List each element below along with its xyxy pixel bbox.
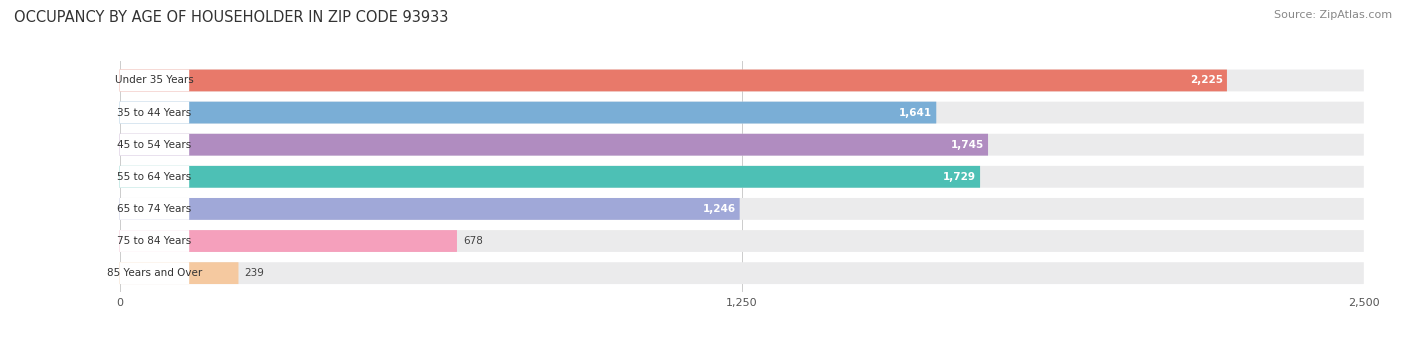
Text: 678: 678 (463, 236, 482, 246)
Text: Source: ZipAtlas.com: Source: ZipAtlas.com (1274, 10, 1392, 20)
Text: 55 to 64 Years: 55 to 64 Years (117, 172, 191, 182)
FancyBboxPatch shape (120, 230, 190, 252)
Text: 85 Years and Over: 85 Years and Over (107, 268, 202, 278)
FancyBboxPatch shape (120, 102, 936, 123)
FancyBboxPatch shape (120, 134, 988, 156)
Text: OCCUPANCY BY AGE OF HOUSEHOLDER IN ZIP CODE 93933: OCCUPANCY BY AGE OF HOUSEHOLDER IN ZIP C… (14, 10, 449, 25)
Text: 1,745: 1,745 (950, 140, 984, 150)
FancyBboxPatch shape (120, 70, 1364, 91)
FancyBboxPatch shape (120, 166, 980, 188)
FancyBboxPatch shape (120, 262, 190, 284)
Text: 75 to 84 Years: 75 to 84 Years (117, 236, 191, 246)
FancyBboxPatch shape (120, 230, 457, 252)
FancyBboxPatch shape (120, 198, 740, 220)
Text: 45 to 54 Years: 45 to 54 Years (117, 140, 191, 150)
FancyBboxPatch shape (120, 262, 239, 284)
FancyBboxPatch shape (120, 166, 1364, 188)
FancyBboxPatch shape (120, 230, 1364, 252)
FancyBboxPatch shape (120, 70, 190, 91)
FancyBboxPatch shape (120, 262, 1364, 284)
Text: Under 35 Years: Under 35 Years (115, 75, 194, 85)
FancyBboxPatch shape (120, 134, 1364, 156)
Text: 239: 239 (245, 268, 264, 278)
Text: 65 to 74 Years: 65 to 74 Years (117, 204, 191, 214)
FancyBboxPatch shape (120, 198, 1364, 220)
Text: 1,246: 1,246 (703, 204, 735, 214)
Text: 35 to 44 Years: 35 to 44 Years (117, 107, 191, 118)
FancyBboxPatch shape (120, 198, 190, 220)
FancyBboxPatch shape (120, 134, 190, 156)
Text: 2,225: 2,225 (1189, 75, 1223, 85)
FancyBboxPatch shape (120, 102, 190, 123)
FancyBboxPatch shape (120, 102, 1364, 123)
Text: 1,729: 1,729 (943, 172, 976, 182)
Text: 1,641: 1,641 (900, 107, 932, 118)
FancyBboxPatch shape (120, 70, 1227, 91)
FancyBboxPatch shape (120, 166, 190, 188)
